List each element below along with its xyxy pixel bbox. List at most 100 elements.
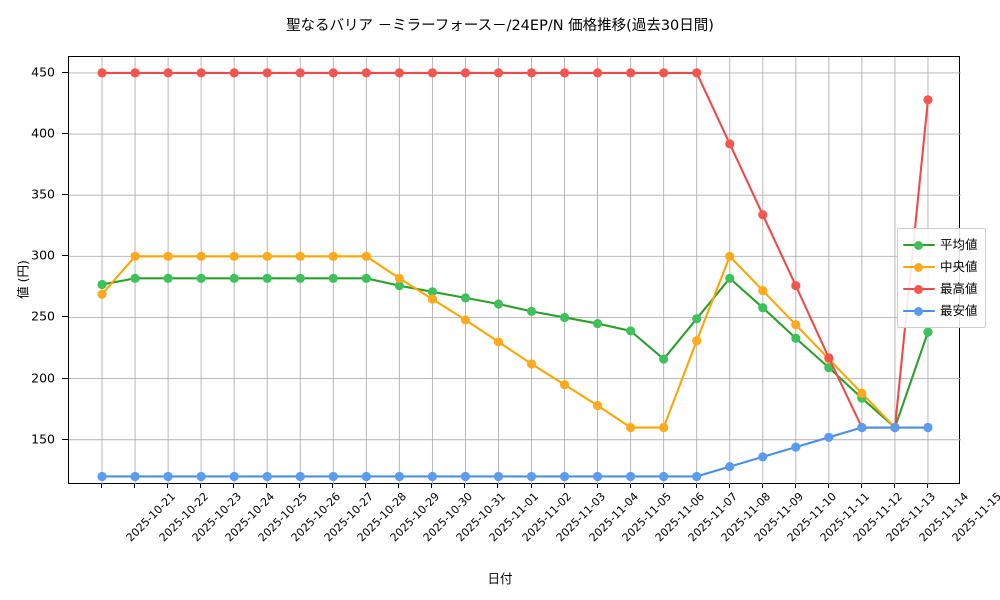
- data-point: [229, 68, 239, 78]
- legend-item-4[interactable]: 最安値: [903, 300, 978, 322]
- data-point: [692, 68, 702, 78]
- legend-marker-icon: [903, 260, 935, 274]
- data-point: [196, 471, 206, 482]
- data-point: [361, 471, 371, 482]
- data-point: [857, 422, 867, 433]
- data-point: [692, 336, 702, 346]
- series-3: [97, 68, 933, 433]
- grid-lines: [69, 57, 961, 485]
- x-tick-mark: [926, 484, 928, 488]
- legend-marker-icon: [903, 282, 935, 296]
- data-point: [559, 471, 570, 482]
- data-point: [163, 471, 173, 482]
- data-point: [460, 68, 471, 78]
- data-point: [626, 471, 636, 482]
- y-tick-label: 400: [31, 125, 55, 141]
- legend-label: 最安値: [940, 302, 978, 318]
- x-tick-mark: [629, 484, 631, 488]
- data-point: [361, 273, 371, 283]
- data-point: [725, 462, 735, 472]
- data-point: [130, 68, 140, 78]
- data-point: [923, 422, 933, 433]
- y-tick-label: 150: [31, 431, 55, 447]
- x-tick-mark: [365, 484, 367, 488]
- y-axis-label: 値 (円): [15, 260, 31, 299]
- data-point: [626, 68, 636, 78]
- data-point: [923, 327, 933, 337]
- y-axis-tick-labels: 150 200 250 300 350 400 450: [0, 0, 55, 600]
- chart-legend[interactable]: 平均値 中央値最高値最安値: [897, 228, 986, 328]
- x-tick-mark: [893, 484, 895, 488]
- data-point: [328, 471, 338, 482]
- x-tick-mark: [860, 484, 862, 488]
- data-point: [229, 273, 239, 283]
- data-point: [163, 251, 173, 261]
- y-tick-mark: [62, 438, 68, 440]
- data-point: [427, 68, 438, 78]
- data-point: [758, 452, 768, 462]
- data-point: [559, 312, 570, 323]
- data-point: [559, 68, 570, 78]
- x-tick-mark: [464, 484, 466, 488]
- data-point: [295, 251, 305, 261]
- x-tick-mark: [101, 484, 103, 488]
- y-tick-mark: [62, 71, 68, 73]
- x-tick-mark: [794, 484, 796, 488]
- data-point: [791, 320, 801, 330]
- x-tick-mark: [662, 484, 664, 488]
- y-tick-label: 450: [31, 64, 55, 80]
- data-point: [163, 68, 173, 78]
- data-point: [692, 314, 702, 324]
- data-point: [328, 251, 338, 261]
- data-point: [427, 294, 438, 304]
- data-point: [824, 363, 834, 373]
- data-point: [626, 326, 636, 336]
- series-4: [97, 422, 933, 482]
- x-tick-mark: [398, 484, 400, 488]
- data-point: [791, 333, 801, 343]
- data-point: [725, 251, 735, 261]
- x-tick-mark: [695, 484, 697, 488]
- x-tick-mark: [167, 484, 169, 488]
- data-point: [97, 289, 107, 299]
- data-point: [328, 68, 338, 78]
- data-point: [493, 337, 504, 347]
- data-point: [923, 95, 933, 105]
- data-point: [97, 279, 107, 290]
- data-point: [626, 422, 636, 433]
- data-point: [493, 471, 504, 482]
- data-point: [659, 354, 669, 364]
- legend-marker-icon: [903, 304, 935, 318]
- data-point: [328, 273, 338, 283]
- data-point: [824, 432, 834, 442]
- legend-item-3[interactable]: 最高値: [903, 278, 978, 300]
- legend-label: 最高値: [940, 280, 978, 296]
- data-point: [592, 471, 603, 482]
- plot-area: [68, 56, 961, 485]
- x-tick-mark: [563, 484, 565, 488]
- x-tick-mark: [200, 484, 202, 488]
- data-point: [394, 68, 404, 78]
- data-point: [196, 273, 206, 283]
- data-point: [725, 273, 735, 283]
- data-point: [262, 251, 272, 261]
- data-point: [130, 251, 140, 261]
- legend-item-2[interactable]: 中央値: [903, 256, 978, 278]
- data-point: [361, 251, 371, 261]
- x-tick-mark: [431, 484, 433, 488]
- legend-item-1[interactable]: 平均値: [903, 234, 978, 256]
- data-point: [460, 315, 471, 325]
- data-point: [493, 68, 504, 78]
- x-tick-mark: [266, 484, 268, 488]
- data-point: [890, 422, 900, 433]
- data-point: [824, 353, 834, 363]
- y-tick-mark: [62, 255, 68, 257]
- data-point: [857, 388, 867, 398]
- x-tick-mark: [233, 484, 235, 488]
- x-tick-mark: [497, 484, 499, 488]
- data-point: [427, 287, 438, 297]
- x-tick-mark: [827, 484, 829, 488]
- data-series-layer: [97, 68, 933, 482]
- data-point: [725, 139, 735, 149]
